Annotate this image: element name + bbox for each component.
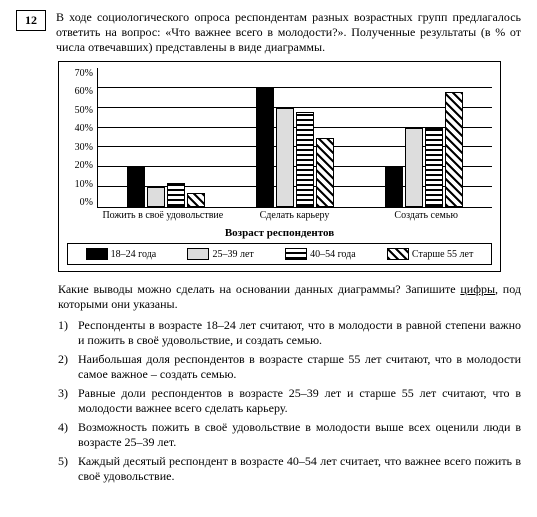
answer-option: 3)Равные доли респондентов в возрасте 25… — [58, 386, 521, 416]
legend-label: 40–54 года — [310, 249, 356, 260]
y-tick: 50% — [75, 105, 93, 116]
bar — [405, 128, 423, 207]
y-tick: 0% — [80, 197, 93, 208]
answer-text: Равные доли респондентов в возрасте 25–3… — [78, 386, 521, 416]
plot-area — [97, 68, 492, 208]
bar — [147, 187, 165, 207]
legend-swatch — [285, 248, 307, 260]
x-axis-labels: Пожить в своё удовольствиеСделать карьер… — [97, 208, 492, 221]
bar — [276, 108, 294, 207]
bar — [187, 193, 205, 207]
answer-number: 4) — [58, 420, 72, 450]
answer-option: 2)Наибольшая доля респондентов в возраст… — [58, 352, 521, 382]
y-tick: 70% — [75, 68, 93, 79]
answer-number: 2) — [58, 352, 72, 382]
answer-number: 1) — [58, 318, 72, 348]
bar — [167, 183, 185, 207]
y-tick: 20% — [75, 160, 93, 171]
y-tick: 30% — [75, 142, 93, 153]
answer-text: Возможность пожить в своё удовольствие в… — [78, 420, 521, 450]
legend-item: 18–24 года — [86, 248, 157, 260]
prompt-before: Какие выводы можно сделать на основании … — [58, 282, 460, 296]
legend-swatch — [187, 248, 209, 260]
question-number: 12 — [16, 10, 46, 31]
legend-item: Старше 55 лет — [387, 248, 473, 260]
prompt: Какие выводы можно сделать на основании … — [58, 282, 521, 312]
bar — [256, 88, 274, 207]
bar — [296, 112, 314, 207]
answer-number: 3) — [58, 386, 72, 416]
legend: 18–24 года 25–39 лет 40–54 года Старше 55 л… — [67, 243, 492, 265]
answer-option: 1)Респонденты в возрасте 18–24 лет счита… — [58, 318, 521, 348]
legend-label: 18–24 года — [111, 249, 157, 260]
y-tick: 60% — [75, 86, 93, 97]
legend-swatch — [86, 248, 108, 260]
y-tick: 40% — [75, 123, 93, 134]
answer-text: Респонденты в возрасте 18–24 лет считают… — [78, 318, 521, 348]
bar-group — [385, 68, 463, 207]
legend-label: Старше 55 лет — [412, 249, 473, 260]
intro-text: В ходе социологического опроса респонден… — [56, 10, 521, 55]
answer-number: 5) — [58, 454, 72, 484]
y-tick: 10% — [75, 179, 93, 190]
chart-container: 70% 60% 50% 40% 30% 20% 10% 0% Пожить в своё уд… — [58, 61, 501, 272]
header-row: 12 В ходе социологического опроса респон… — [16, 10, 521, 55]
bar — [385, 167, 403, 207]
prompt-underlined: цифры — [460, 282, 495, 296]
chart-area: 70% 60% 50% 40% 30% 20% 10% 0% — [67, 68, 492, 208]
x-label: Сделать карьеру — [229, 208, 361, 221]
legend-label: 25–39 лет — [212, 249, 253, 260]
bar — [127, 167, 145, 207]
legend-item: 40–54 года — [285, 248, 356, 260]
x-label: Пожить в своё удовольствие — [97, 208, 229, 221]
x-label: Создать семью — [360, 208, 492, 221]
y-axis: 70% 60% 50% 40% 30% 20% 10% 0% — [67, 68, 97, 208]
bar — [316, 138, 334, 208]
answer-option: 4)Возможность пожить в своё удовольствие… — [58, 420, 521, 450]
bar — [445, 92, 463, 207]
answer-option: 5)Каждый десятый респондент в возрасте 4… — [58, 454, 521, 484]
answer-list: 1)Респонденты в возрасте 18–24 лет счита… — [58, 318, 521, 484]
legend-title: Возраст респондентов — [67, 227, 492, 239]
legend-item: 25–39 лет — [187, 248, 253, 260]
bar-group — [127, 68, 205, 207]
legend-swatch — [387, 248, 409, 260]
answer-text: Наибольшая доля респондентов в возрасте … — [78, 352, 521, 382]
answer-text: Каждый десятый респондент в возрасте 40–… — [78, 454, 521, 484]
bar-group — [256, 68, 334, 207]
bar — [425, 128, 443, 207]
